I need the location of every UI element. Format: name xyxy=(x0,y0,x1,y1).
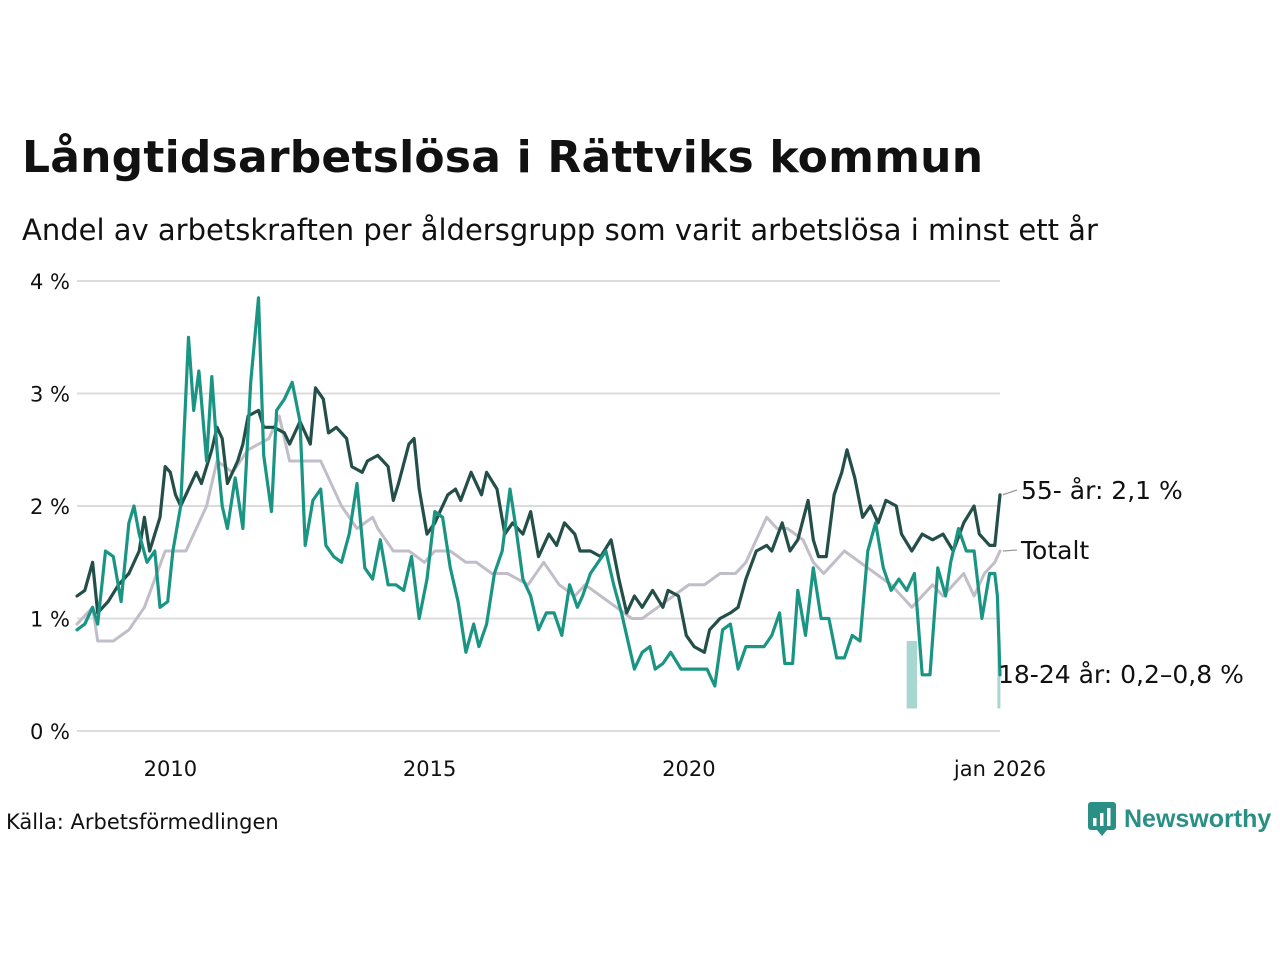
series-label-older: 55- år: 2,1 % xyxy=(1021,476,1183,505)
y-tick-label: 2 % xyxy=(30,495,70,519)
series-label-young: 18-24 år: 0,2–0,8 % xyxy=(998,660,1244,689)
newsworthy-logo-icon xyxy=(1088,802,1116,836)
series-line-young xyxy=(75,296,1002,688)
brand-logo: Newsworthy xyxy=(1088,802,1271,836)
series-line-total xyxy=(75,414,1002,643)
x-axis-labels: 2010 2015 2020 jan 2026 xyxy=(144,757,1046,781)
series-lines xyxy=(75,296,1002,688)
brand-name: Newsworthy xyxy=(1124,804,1272,833)
chart-title: Långtidsarbetslösa i Rättviks kommun xyxy=(22,132,984,183)
leader-line-total xyxy=(1002,549,1018,552)
x-tick-label: 2010 xyxy=(144,757,197,781)
series-label-total: Totalt xyxy=(1020,536,1089,565)
y-tick-label: 1 % xyxy=(30,608,70,632)
grid-lines xyxy=(77,280,1000,732)
x-tick-label: jan 2026 xyxy=(953,757,1046,781)
leader-line-older xyxy=(1002,489,1018,496)
chart-subtitle: Andel av arbetskraften per åldersgrupp s… xyxy=(22,213,1098,247)
y-tick-label: 0 % xyxy=(30,720,70,744)
x-tick-label: 2020 xyxy=(662,757,715,781)
source-note: Källa: Arbetsförmedlingen xyxy=(6,810,279,834)
y-tick-label: 4 % xyxy=(30,270,70,294)
x-tick-label: 2015 xyxy=(403,757,456,781)
y-tick-label: 3 % xyxy=(30,383,70,407)
series-end-labels: Totalt 55- år: 2,1 % 18-24 år: 0,2–0,8 % xyxy=(998,476,1244,689)
y-axis-labels: 0 % 1 % 2 % 3 % 4 % xyxy=(30,270,70,744)
series-line-older xyxy=(75,386,1002,654)
uncertainty-band xyxy=(906,641,918,709)
